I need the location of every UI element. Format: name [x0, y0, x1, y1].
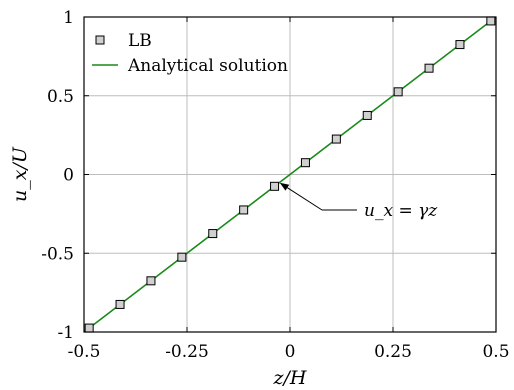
annotation-label: u_x = γz — [364, 201, 438, 221]
lb-point-4 — [208, 229, 218, 239]
lb-point-5 — [239, 205, 249, 215]
x-axis-label: z/H — [273, 367, 307, 389]
lb-point-12 — [455, 40, 465, 50]
annotation-leader-diagonal — [287, 187, 323, 211]
lb-marker-layer — [84, 16, 496, 333]
lb-point-13 — [486, 16, 496, 26]
y-tick-label-1: -0.5 — [41, 244, 74, 264]
lb-point-3 — [177, 252, 187, 262]
annotation-ux-gamma-z: u_x = γz — [279, 182, 438, 221]
lb-point-9 — [362, 110, 372, 120]
legend-lb-label: LB — [128, 31, 152, 51]
lb-point-7 — [300, 158, 310, 168]
lb-point-8 — [331, 134, 341, 144]
tick-labels: -0.5 -0.25 0 0.25 0.5-1-0.500.51 — [41, 8, 509, 362]
x-tick-label-2: 0 — [285, 342, 296, 362]
x-tick-label-1: -0.25 — [165, 342, 209, 362]
legend: LB Analytical solution — [92, 31, 288, 76]
lb-point-11 — [424, 63, 434, 73]
x-tick-label-0: -0.5 — [68, 342, 101, 362]
ticks — [83, 16, 497, 333]
x-tick-label-3: 0.25 — [374, 342, 412, 362]
y-tick-label-4: 1 — [63, 8, 74, 28]
annotation-arrowhead — [279, 182, 290, 191]
x-tick-label-4: 0.5 — [482, 342, 509, 362]
lb-point-2 — [146, 276, 156, 286]
legend-analytical-label: Analytical solution — [127, 56, 288, 76]
y-tick-label-0: -1 — [57, 323, 74, 343]
lb-point-10 — [393, 87, 403, 97]
y-tick-label-2: 0 — [63, 166, 74, 186]
legend-lb-marker — [95, 35, 105, 45]
y-tick-label-3: 0.5 — [47, 87, 74, 107]
y-axis-label: u_x/U — [9, 146, 31, 202]
lb-point-6 — [270, 181, 280, 191]
lb-point-0 — [84, 323, 94, 333]
lb-point-1 — [115, 299, 125, 309]
